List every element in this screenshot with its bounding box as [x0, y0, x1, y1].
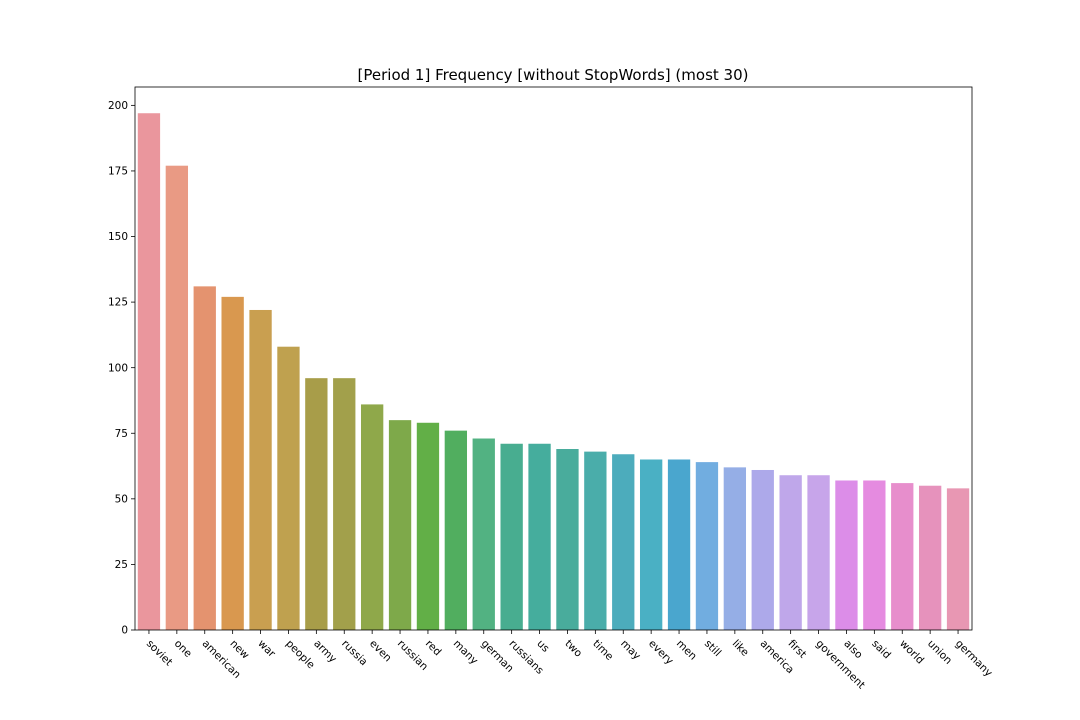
bar-government [807, 475, 830, 630]
bar-american [193, 286, 216, 630]
bar-many [444, 430, 468, 630]
x-tick-label: world [897, 638, 926, 667]
x-tick-label: germany [953, 638, 995, 680]
x-tick-label: every [646, 638, 675, 667]
x-tick-label: still [702, 638, 723, 659]
x-tick-label: war [255, 638, 278, 661]
bar-union [918, 485, 942, 630]
bar-red [416, 422, 440, 630]
bar-time [584, 451, 607, 630]
y-tick-label: 200 [108, 100, 128, 112]
y-axis: 0 25 50 75 100 125 150 175 200 [108, 100, 135, 637]
bar-one [165, 165, 189, 630]
bar-men [667, 459, 691, 630]
x-tick-label: men [674, 638, 699, 663]
y-tick-label: 125 [108, 297, 128, 309]
y-tick-label: 150 [108, 231, 128, 243]
bar-russians [500, 443, 523, 630]
plot-frame [134, 86, 973, 631]
bar-still [695, 462, 719, 630]
y-tick-label: 175 [108, 166, 128, 178]
y-tick-label: 0 [121, 625, 128, 637]
x-tick-label: russia [339, 638, 370, 669]
chart-title: [Period 1] Frequency [without StopWords]… [358, 66, 749, 84]
y-tick-label: 75 [115, 428, 128, 440]
bar-like [723, 467, 747, 630]
bar-war [249, 309, 272, 630]
bar-new [221, 296, 244, 630]
bar-first [779, 475, 802, 630]
bar-every [639, 459, 663, 630]
bar-army [305, 378, 328, 630]
bars-layer [137, 113, 970, 631]
bar-even [360, 404, 384, 630]
x-tick-label: us [534, 638, 551, 655]
x-tick-label: first [786, 638, 809, 661]
x-tick-label: red [423, 638, 444, 659]
x-tick-label: people [283, 638, 317, 672]
bar-us [528, 443, 551, 630]
bar-people [277, 346, 300, 630]
y-tick-label: 100 [108, 362, 128, 374]
bar-russia [333, 378, 356, 630]
y-tick-label: 25 [115, 559, 128, 571]
x-tick-label: union [925, 638, 954, 667]
bar-may [612, 454, 635, 630]
x-tick-label: two [562, 638, 584, 660]
y-tick-label: 50 [115, 493, 128, 505]
bar-also [835, 480, 858, 630]
x-tick-label: said [869, 638, 893, 662]
bar-america [751, 469, 774, 630]
bar-russian [388, 420, 412, 630]
x-tick-label: many [451, 638, 480, 667]
x-tick-label: one [172, 638, 194, 660]
x-tick-label: soviet [144, 638, 175, 669]
x-tick-label: even [367, 638, 394, 665]
x-tick-label: may [618, 638, 643, 663]
bar-two [556, 449, 579, 630]
x-tick-label: time [590, 638, 615, 663]
x-tick-label: new [228, 638, 252, 662]
bar-germany [946, 488, 970, 630]
bar-world [891, 483, 914, 630]
bar-soviet [137, 113, 161, 631]
x-tick-label: also [841, 638, 865, 662]
x-tick-label: like [730, 638, 751, 659]
bar-german [472, 438, 495, 630]
bar-said [863, 480, 886, 630]
